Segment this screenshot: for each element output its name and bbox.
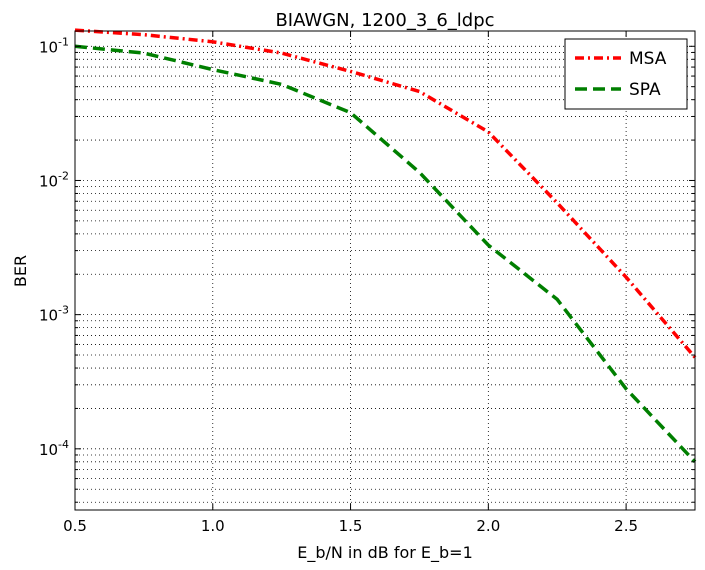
y-axis-label: BER	[11, 255, 30, 287]
series-layer	[74, 28, 697, 464]
chart-title: BIAWGN, 1200_3_6_ldpc	[275, 10, 494, 31]
legend-label-msa: MSA	[629, 49, 667, 69]
legend-box	[564, 38, 688, 110]
series-line-msa	[74, 28, 697, 359]
y-tick-label: 10-4	[39, 438, 69, 459]
ticks: 0.5 1.0 1.5 2.0 2.5 10-1 10-2 10-3 10-4	[39, 31, 695, 535]
series-line-spa	[74, 44, 697, 464]
x-tick-label: 2.5	[614, 517, 638, 535]
plot-frame	[74, 30, 696, 511]
y-tick-label: 10-3	[39, 304, 69, 325]
y-tick-label: 10-2	[39, 169, 69, 190]
x-axis-label: E_b/N in dB for E_b=1	[297, 543, 473, 563]
x-tick-label: 1.0	[201, 517, 225, 535]
legend-label-spa: SPA	[629, 80, 661, 100]
y-tick-label: 10-1	[39, 35, 69, 56]
legend: MSA SPA	[564, 38, 688, 110]
x-tick-label: 2.0	[476, 517, 500, 535]
x-tick-label: 0.5	[63, 517, 87, 535]
x-tick-label: 1.5	[339, 517, 363, 535]
